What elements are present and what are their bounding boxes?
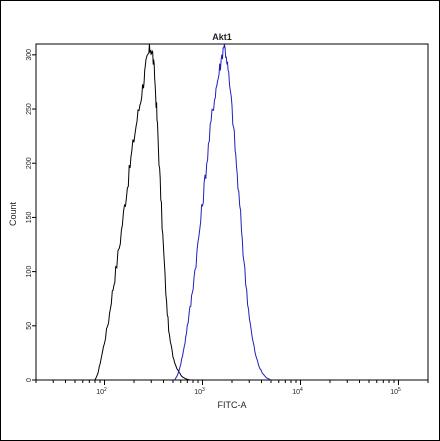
y-tick-label: 300 xyxy=(26,49,33,61)
x-tick-label: 103 xyxy=(194,387,205,396)
y-tick-label: 50 xyxy=(26,322,33,330)
y-tick-label: 100 xyxy=(26,266,33,278)
series-layer xyxy=(94,43,272,381)
y-tick-label: 150 xyxy=(26,211,33,223)
x-tick-label: 102 xyxy=(96,387,107,396)
x-axis-label: FITC-A xyxy=(218,400,247,410)
y-tick-label: 250 xyxy=(26,103,33,115)
control-histogram-line xyxy=(94,43,191,381)
x-tick-label: 104 xyxy=(292,387,303,396)
y-tick-label: 0 xyxy=(26,378,33,382)
x-axis: 102 103 104 105 xyxy=(35,380,429,396)
x-tick-label: 105 xyxy=(390,387,401,396)
y-axis-label: Count xyxy=(8,202,18,227)
akt1-histogram-line xyxy=(174,44,272,381)
y-axis: 0 50 100 150 200 250 300 xyxy=(26,49,36,382)
y-tick-label: 200 xyxy=(26,157,33,169)
chart-title: Akt1 xyxy=(212,32,232,42)
